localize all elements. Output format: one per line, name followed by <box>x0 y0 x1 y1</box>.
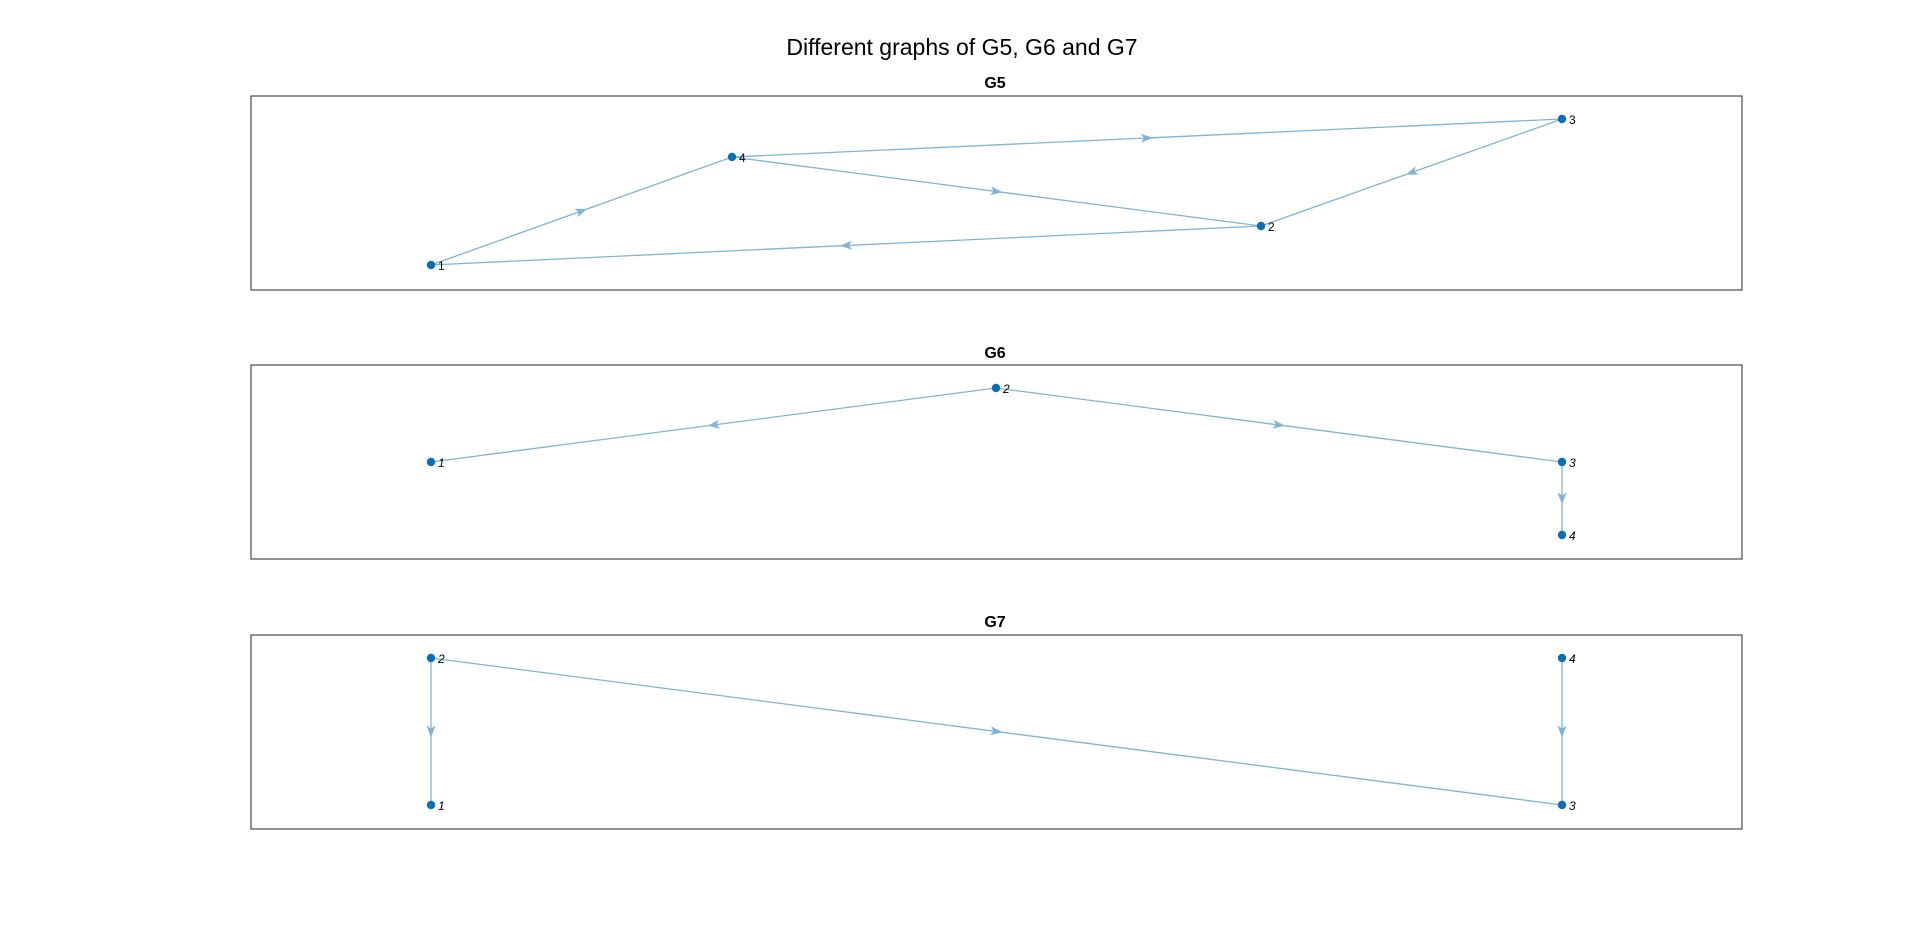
node-label-4: 4 <box>1569 652 1576 666</box>
node-label-3: 3 <box>1569 799 1576 813</box>
panel-g5-title: G5 <box>984 75 1005 92</box>
arrowhead-3-to-2 <box>1405 166 1419 175</box>
panel-g6-frame <box>250 364 1743 560</box>
arrowhead-2-to-3 <box>1272 419 1285 429</box>
node-4 <box>1557 653 1567 663</box>
panel-g6: G6 1 2 3 4 <box>250 345 1743 560</box>
node-label-2: 2 <box>1002 382 1010 396</box>
node-4 <box>727 152 737 162</box>
arrowhead-4-to-3 <box>1140 133 1153 143</box>
node-label-4: 4 <box>1569 529 1576 543</box>
panel-g7-graph: 1 2 3 4 <box>426 652 1576 813</box>
arrowhead-2-to-1 <box>707 419 721 429</box>
arrowhead-2-to-1 <box>840 240 853 250</box>
node-2 <box>1256 221 1266 231</box>
node-3 <box>1557 800 1567 810</box>
node-label-1: 1 <box>438 456 445 470</box>
node-3 <box>1557 457 1567 467</box>
node-label-3: 3 <box>1569 456 1576 470</box>
arrowhead-4-to-3 <box>1557 725 1567 738</box>
node-label-1: 1 <box>438 799 445 813</box>
arrowhead-1-to-4 <box>574 208 588 218</box>
panel-g5: G5 1 2 3 4 <box>250 75 1743 291</box>
node-label-3: 3 <box>1569 113 1576 127</box>
node-1 <box>426 800 436 810</box>
panel-g5-graph: 1 2 3 4 <box>426 113 1576 273</box>
arrowhead-3-to-4 <box>1557 492 1567 505</box>
panel-g6-title: G6 <box>984 345 1005 362</box>
node-3 <box>1557 114 1567 124</box>
arrowhead-2-to-1 <box>426 725 436 738</box>
node-1 <box>426 260 436 270</box>
node-label-1: 1 <box>438 259 445 273</box>
node-2 <box>991 383 1001 393</box>
arrowhead-4-to-2 <box>989 186 1003 196</box>
figure-title: Different graphs of G5, G6 and G7 <box>786 34 1137 60</box>
arrowhead-2-to-3 <box>989 726 1003 736</box>
panel-g6-graph: 1 2 3 4 <box>426 382 1576 543</box>
node-label-2: 2 <box>1268 220 1275 234</box>
node-2 <box>426 653 436 663</box>
node-1 <box>426 457 436 467</box>
panel-g7-title: G7 <box>984 614 1005 631</box>
panel-g7: G7 1 2 3 4 <box>250 614 1743 830</box>
node-label-2: 2 <box>437 652 445 666</box>
node-4 <box>1557 530 1567 540</box>
node-label-4: 4 <box>739 151 746 165</box>
